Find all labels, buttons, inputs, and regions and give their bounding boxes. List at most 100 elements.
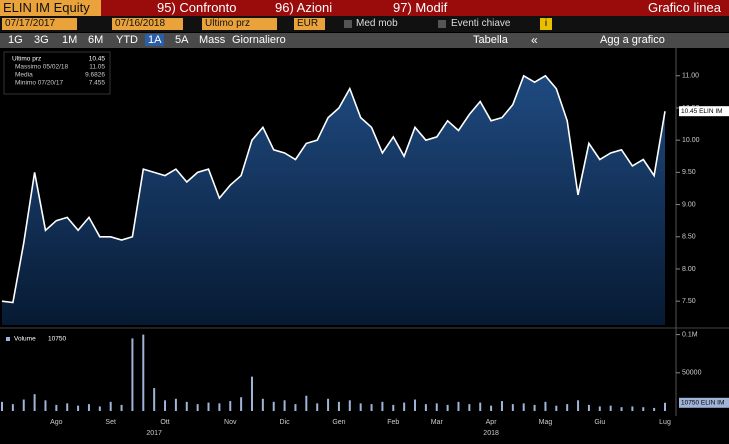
volume-bar [196, 404, 199, 411]
price-tag-bg [679, 106, 729, 117]
volume-bar [664, 402, 666, 411]
volume-bar [631, 406, 634, 411]
x-tick-label: Mar [431, 419, 444, 426]
end-date[interactable]: 07/16/2018 [112, 18, 183, 30]
stat-value: 9.6826 [85, 72, 105, 79]
period-button[interactable]: YTD [116, 34, 138, 46]
volume-bar [33, 394, 36, 411]
volume-bar [55, 404, 58, 411]
settings-bar: 07/17/2017 07/16/2018 Ultimo prz EUR Med… [0, 16, 729, 32]
table-button[interactable]: Tabella [473, 34, 508, 46]
y-tick-label: 8.00 [682, 266, 696, 273]
volume-bar [348, 400, 351, 411]
price-line [1, 74, 666, 304]
y-tick-label: 7.50 [682, 298, 696, 305]
start-date[interactable]: 07/17/2017 [2, 18, 77, 30]
chart: 7.508.008.509.009.5010.0010.5011.0050000… [0, 48, 729, 444]
collapse-button[interactable]: « [531, 33, 538, 47]
volume-bar [120, 404, 123, 411]
volume-bar [511, 404, 514, 411]
y2-tick-label: 0.1M [682, 331, 698, 338]
volume-bar [490, 405, 493, 411]
volume-bar [392, 404, 395, 411]
legend-entry: Ultimo prz [12, 56, 41, 63]
volume-bar [22, 399, 25, 411]
volume-bar [11, 404, 14, 411]
x-tick-label: Lug [659, 419, 671, 426]
volume-bar [468, 404, 471, 411]
period-button[interactable]: 1G [8, 34, 23, 46]
period-button[interactable]: 5A [175, 34, 189, 46]
volume-bar [131, 338, 134, 411]
volume-bar [337, 401, 340, 411]
checkbox[interactable] [438, 20, 446, 28]
menu-item[interactable]: 97) Modif [393, 0, 448, 15]
volume-bar [174, 398, 177, 411]
volume-tag: 10750 ELIN IM [681, 400, 724, 407]
volume-tag-bg [679, 397, 729, 408]
x-tick-label: Giu [594, 419, 605, 426]
volume-bar [1, 401, 3, 411]
check-label: Med mob [356, 18, 398, 29]
legend-swatch [6, 337, 10, 341]
volume-bar [185, 401, 188, 411]
volume-bar [381, 401, 384, 411]
volume-bar [555, 405, 558, 411]
volume-bar [522, 403, 525, 411]
period-button[interactable]: 6M [88, 34, 104, 46]
volume-bar [566, 404, 569, 411]
period-button[interactable]: 1A [145, 34, 165, 46]
menu-item[interactable]: 95) Confronto [157, 0, 237, 15]
x-tick-label: Ago [50, 419, 63, 426]
x-tick-label: Set [105, 419, 116, 426]
volume-bar [261, 398, 264, 411]
volume-bar [500, 401, 503, 411]
stat-label: Media [15, 72, 33, 79]
frequency-select[interactable]: Giornaliero [232, 34, 286, 46]
add-button[interactable]: Agg a grafico [600, 34, 665, 46]
volume-bar [533, 404, 536, 411]
volume-bar [229, 401, 232, 411]
currency-select[interactable]: EUR [294, 18, 325, 30]
volume-bar [240, 397, 243, 411]
volume-bar [642, 407, 645, 411]
x-tick-label: Feb [387, 419, 399, 426]
volume-bar [359, 403, 362, 411]
year-label: 2017 [146, 430, 162, 437]
stat-label: Minimo 07/20/17 [15, 80, 63, 87]
volume-bar [414, 399, 417, 411]
volume-bar [457, 401, 460, 411]
legend-value: 10750 [48, 336, 66, 343]
security-input[interactable]: ELIN IM Equity [0, 0, 101, 16]
volume-bar [424, 404, 427, 411]
menu-item[interactable]: 96) Azioni [275, 0, 333, 15]
volume-bar [44, 400, 47, 411]
x-tick-label: Dic [280, 419, 291, 426]
x-tick-label: Ott [160, 419, 169, 426]
period-button[interactable]: Mass [199, 34, 226, 46]
volume-bar [305, 395, 308, 411]
field-select[interactable]: Ultimo prz [202, 18, 277, 30]
volume-bar [164, 400, 167, 411]
volume-bar [653, 407, 656, 411]
x-tick-label: Mag [539, 419, 553, 426]
legend-value: 10.45 [89, 56, 106, 63]
volume-bar [316, 403, 319, 411]
legend-box [3, 51, 111, 95]
period-button[interactable]: 3G [34, 34, 49, 46]
info-button[interactable]: i [540, 18, 552, 30]
stat-value: 7.455 [89, 80, 106, 87]
checkbox[interactable] [344, 20, 352, 28]
period-button[interactable]: 1M [62, 34, 78, 46]
y-tick-label: 11.00 [682, 73, 699, 80]
y-tick-label: 9.00 [682, 201, 696, 208]
volume-bar [587, 404, 590, 411]
year-label: 2018 [483, 430, 499, 437]
period-bar: Giornaliero Tabella « Agg a grafico 1G 3G… [0, 33, 729, 48]
x-tick-label: Nov [224, 419, 237, 426]
volume-bar [446, 404, 449, 411]
x-tick-label: Gen [332, 419, 345, 426]
y2-tick-label: 50000 [682, 370, 702, 377]
check-label: Eventi chiave [451, 18, 511, 29]
